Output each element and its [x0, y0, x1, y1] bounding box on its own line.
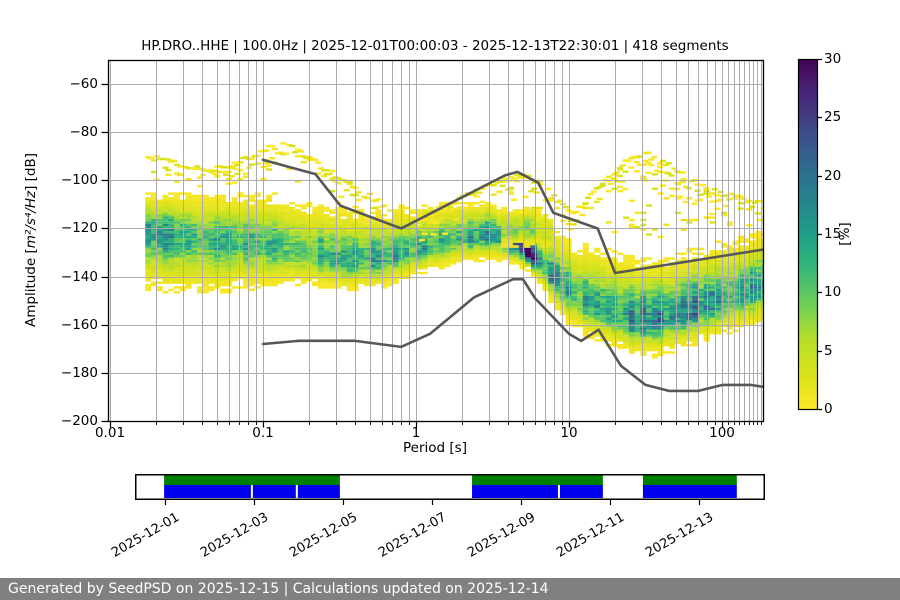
y-tick-label: −180	[60, 364, 98, 381]
colorbar-tick-label: 20	[824, 167, 842, 184]
colorbar-tick-label: 10	[824, 284, 842, 301]
y-axis-label-suffix: ] [dB]	[23, 152, 39, 191]
x-tick-label: 10	[560, 425, 578, 441]
x-tick-label: 100	[709, 425, 735, 441]
y-tick-label: −100	[60, 172, 98, 189]
y-tick-label: −160	[60, 316, 98, 333]
x-tick-label: 1	[411, 425, 421, 441]
y-axis-label-units: m²/s⁴/Hz	[23, 190, 39, 249]
x-axis-label: Period [s]	[403, 440, 467, 456]
colorbar-tick-label: 5	[824, 342, 833, 359]
y-tick-label: −200	[60, 413, 98, 429]
colorbar-tick-label: 0	[824, 401, 833, 417]
x-tick-label: 0.01	[94, 425, 126, 441]
footer-text: Generated by SeedPSD on 2025-12-15 | Cal…	[8, 581, 549, 597]
chart-title: HP.DRO..HHE | 100.0Hz | 2025-12-01T00:00…	[141, 38, 729, 54]
footer-bar: Generated by SeedPSD on 2025-12-15 | Cal…	[0, 578, 900, 600]
x-tick-label: 0.1	[252, 425, 274, 441]
y-tick-label: −80	[69, 124, 99, 141]
colorbar-tick-label: 30	[824, 51, 842, 67]
y-tick-label: −140	[60, 268, 98, 285]
colorbar-tick-label: 25	[824, 109, 842, 126]
y-tick-label: −60	[69, 76, 99, 93]
y-tick-label: −120	[60, 220, 98, 237]
y-axis-label-prefix: Amplitude [	[23, 248, 39, 328]
y-axis-label: Amplitude [m²/s⁴/Hz] [dB]	[23, 110, 41, 370]
colorbar-tick-label: 15	[824, 226, 842, 242]
